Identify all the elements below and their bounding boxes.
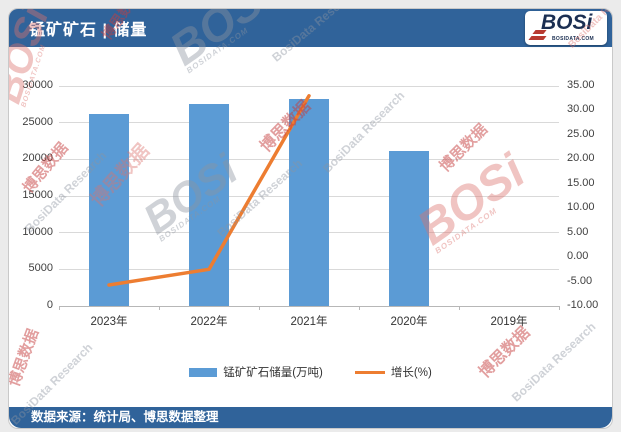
left-axis-tick: 10000 — [22, 225, 53, 238]
legend-item-growth: 增长(%) — [354, 364, 432, 380]
logo-site-text: BOSIDATA.COM — [552, 36, 595, 42]
left-axis-tick: 0 — [46, 299, 53, 311]
x-axis-tick — [259, 306, 260, 310]
left-axis-tick: 15000 — [22, 189, 53, 201]
footer-bar: 数据来源：统计局、博思数据整理 — [9, 407, 612, 428]
left-axis-tick: 5000 — [28, 262, 53, 275]
bar-2020年 — [389, 150, 429, 306]
x-axis-label-2023年: 2023年 — [90, 316, 128, 328]
header-bar: 锰矿矿石 | 储量 BOSi BOSIDATA.COM — [9, 9, 612, 47]
logo-wordmark: BOSi — [541, 11, 593, 34]
bar-2021年 — [289, 99, 329, 306]
chart-card: 锰矿矿石 | 储量 BOSi BOSIDATA.COM 0 5000 10000 15… — [8, 8, 613, 429]
plot-area: 0 5000 10000 15000 20000 25000 30000 35.00 30.00… — [22, 79, 598, 328]
right-axis-tick: 15.00 — [567, 176, 595, 189]
line-series-swatch — [354, 370, 385, 374]
bosi-logo: BOSi BOSIDATA.COM — [525, 11, 607, 45]
chart-legend: 锰矿矿石储量(万吨) 增长(%) — [9, 364, 612, 380]
growth-line — [107, 94, 311, 287]
x-axis-tick — [59, 306, 60, 310]
right-axis-tick: 10.00 — [567, 201, 595, 214]
bar-series-swatch — [189, 367, 218, 377]
x-axis-label-2021年: 2021年 — [290, 316, 328, 328]
bar-2023年 — [89, 113, 129, 306]
x-axis-tick — [559, 306, 560, 310]
right-axis-tick: -10.00 — [567, 299, 599, 311]
right-axis-tick: 30.00 — [567, 103, 595, 116]
gridline — [59, 85, 559, 87]
gridline — [59, 305, 559, 307]
right-axis-tick: 25.00 — [567, 127, 595, 140]
left-axis-tick: 20000 — [22, 152, 53, 165]
legend-item-reserves: 锰矿矿石储量(万吨) — [189, 364, 323, 380]
logo-slash-icon — [528, 36, 547, 40]
right-axis-tick: 5.00 — [567, 225, 589, 238]
x-axis-tick — [459, 306, 460, 310]
x-axis-label-2020年: 2020年 — [390, 316, 428, 328]
x-axis-tick — [359, 306, 360, 310]
right-axis-tick: 35.00 — [567, 79, 595, 91]
x-axis-tick — [159, 306, 160, 310]
data-source-text: 数据来源：统计局、博思数据整理 — [31, 410, 219, 424]
right-axis-tick: 0.00 — [567, 250, 589, 263]
right-axis-tick: -5.00 — [567, 274, 593, 287]
page-title: 锰矿矿石 | 储量 — [29, 22, 148, 39]
legend-label-reserves: 锰矿矿石储量(万吨) — [223, 367, 323, 379]
left-axis-tick: 25000 — [22, 115, 53, 128]
x-axis-label-2019年: 2019年 — [490, 316, 528, 328]
left-axis-tick: 30000 — [22, 79, 53, 91]
legend-label-growth: 增长(%) — [390, 367, 432, 379]
right-axis-tick: 20.00 — [567, 152, 595, 165]
watermark-en: BosiData Research — [508, 319, 599, 405]
x-axis-label-2022年: 2022年 — [190, 316, 228, 328]
